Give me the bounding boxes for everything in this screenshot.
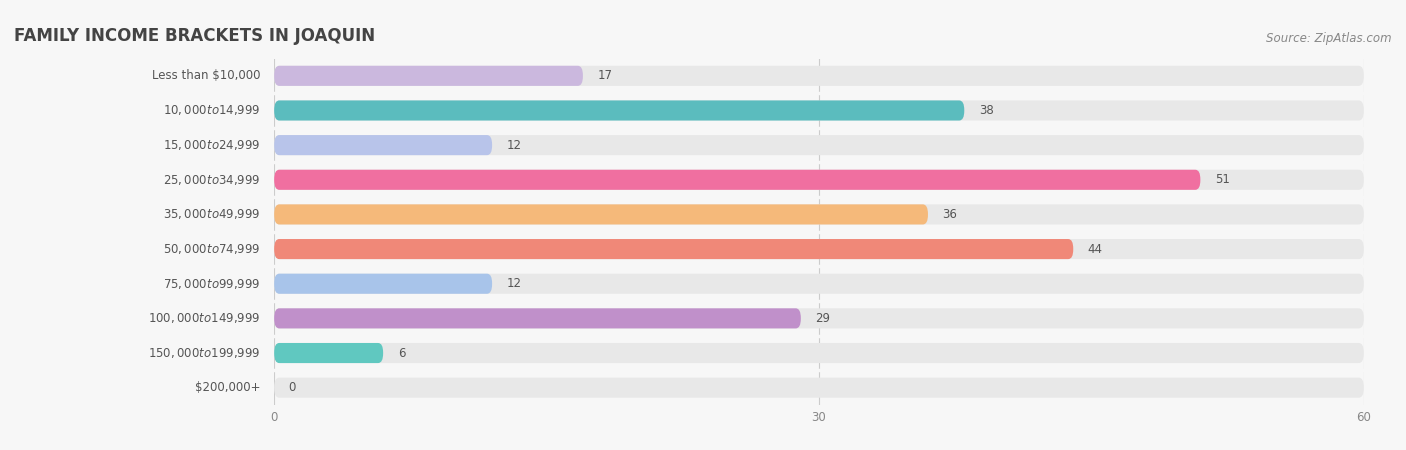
Text: 44: 44 bbox=[1088, 243, 1102, 256]
FancyBboxPatch shape bbox=[274, 308, 801, 328]
Text: 12: 12 bbox=[506, 277, 522, 290]
Text: 51: 51 bbox=[1215, 173, 1230, 186]
FancyBboxPatch shape bbox=[274, 170, 1201, 190]
Text: 29: 29 bbox=[815, 312, 831, 325]
FancyBboxPatch shape bbox=[274, 66, 1364, 86]
FancyBboxPatch shape bbox=[274, 204, 1364, 225]
FancyBboxPatch shape bbox=[274, 274, 492, 294]
Text: Source: ZipAtlas.com: Source: ZipAtlas.com bbox=[1267, 32, 1392, 45]
Text: $25,000 to $34,999: $25,000 to $34,999 bbox=[163, 173, 260, 187]
Text: FAMILY INCOME BRACKETS IN JOAQUIN: FAMILY INCOME BRACKETS IN JOAQUIN bbox=[14, 27, 375, 45]
FancyBboxPatch shape bbox=[274, 170, 1364, 190]
Text: $35,000 to $49,999: $35,000 to $49,999 bbox=[163, 207, 260, 221]
FancyBboxPatch shape bbox=[274, 239, 1073, 259]
Text: Less than $10,000: Less than $10,000 bbox=[152, 69, 260, 82]
FancyBboxPatch shape bbox=[274, 204, 928, 225]
Text: $200,000+: $200,000+ bbox=[194, 381, 260, 394]
FancyBboxPatch shape bbox=[274, 135, 492, 155]
FancyBboxPatch shape bbox=[274, 378, 1364, 398]
FancyBboxPatch shape bbox=[274, 135, 1364, 155]
Text: $100,000 to $149,999: $100,000 to $149,999 bbox=[148, 311, 260, 325]
Text: 0: 0 bbox=[288, 381, 297, 394]
FancyBboxPatch shape bbox=[274, 100, 1364, 121]
FancyBboxPatch shape bbox=[274, 239, 1364, 259]
FancyBboxPatch shape bbox=[274, 343, 382, 363]
FancyBboxPatch shape bbox=[274, 100, 965, 121]
Text: $50,000 to $74,999: $50,000 to $74,999 bbox=[163, 242, 260, 256]
Text: 17: 17 bbox=[598, 69, 613, 82]
FancyBboxPatch shape bbox=[274, 343, 1364, 363]
Text: 38: 38 bbox=[979, 104, 994, 117]
Text: 6: 6 bbox=[398, 346, 405, 360]
Text: 12: 12 bbox=[506, 139, 522, 152]
FancyBboxPatch shape bbox=[274, 66, 583, 86]
Text: $75,000 to $99,999: $75,000 to $99,999 bbox=[163, 277, 260, 291]
FancyBboxPatch shape bbox=[274, 308, 1364, 328]
Text: $10,000 to $14,999: $10,000 to $14,999 bbox=[163, 104, 260, 117]
Text: $150,000 to $199,999: $150,000 to $199,999 bbox=[148, 346, 260, 360]
Text: 36: 36 bbox=[942, 208, 957, 221]
Text: $15,000 to $24,999: $15,000 to $24,999 bbox=[163, 138, 260, 152]
FancyBboxPatch shape bbox=[274, 274, 1364, 294]
